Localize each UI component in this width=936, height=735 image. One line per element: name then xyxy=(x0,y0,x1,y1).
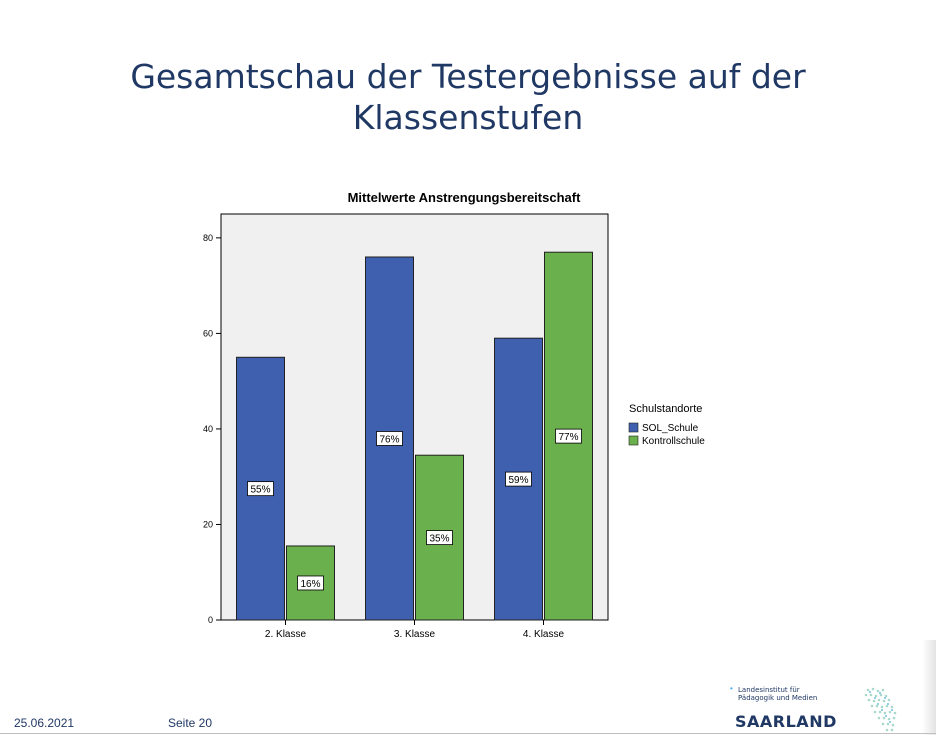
y-tick-label: 0 xyxy=(208,615,213,625)
page-edge-shadow xyxy=(922,640,936,735)
data-label-box xyxy=(247,481,274,497)
legend-swatch xyxy=(628,422,639,433)
data-label: 59% xyxy=(508,475,528,486)
footer-divider xyxy=(0,733,936,734)
slide-title: Gesamtschau der Testergebnisse auf der K… xyxy=(130,57,806,137)
data-label: 55% xyxy=(250,485,270,496)
legend-swatch xyxy=(628,435,639,446)
y-tick-label: 20 xyxy=(203,519,213,529)
plot-area xyxy=(220,213,609,621)
data-label: 16% xyxy=(300,579,320,590)
data-label-box xyxy=(297,575,324,591)
data-label-box xyxy=(505,471,532,487)
bar-chart: Mittelwerte Anstrengungsbereitschaft 55%… xyxy=(203,190,705,640)
chart-title: Mittelwerte Anstrengungsbereitschaft xyxy=(348,190,582,205)
data-label-box xyxy=(426,530,453,546)
x-tick-label: 4. Klasse xyxy=(523,629,565,640)
legend-label: Kontrollschule xyxy=(642,436,705,447)
footer-date: 25.06.2021 xyxy=(14,716,75,730)
logo-org-name: Landesinstitut für Pädagogik und Medien xyxy=(738,686,818,702)
data-label: 35% xyxy=(429,534,449,545)
logo-state-name: SAARLAND xyxy=(735,712,837,731)
y-tick-label: 80 xyxy=(203,233,213,243)
bar-kontrollschule xyxy=(544,251,593,621)
saarland-map-icon xyxy=(864,687,897,732)
institute-logo: • Landesinstitut für Pädagogik und Medie… xyxy=(730,684,930,734)
y-tick-label: 60 xyxy=(203,328,213,338)
y-axis: 0 20 40 60 80 xyxy=(203,233,221,625)
x-tick-label: 2. Klasse xyxy=(265,629,307,640)
legend-title: Schulstandorte xyxy=(629,403,702,415)
bars-group: 55% 16% 76% 35% 59% 77% xyxy=(236,251,593,621)
legend: Schulstandorte SOL_Schule Kontrollschule xyxy=(628,403,705,447)
data-label-box xyxy=(376,431,403,446)
data-label: 77% xyxy=(558,432,578,443)
data-label-box xyxy=(555,428,582,444)
x-tick-label: 3. Klasse xyxy=(394,629,436,640)
logo-star-icon: • xyxy=(730,684,733,693)
data-label: 76% xyxy=(379,434,399,445)
y-tick-label: 40 xyxy=(203,424,213,434)
x-axis: 2. Klasse 3. Klasse 4. Klasse xyxy=(265,620,565,640)
footer-page-number: Seite 20 xyxy=(168,716,213,730)
legend-label: SOL_Schule xyxy=(642,423,699,434)
